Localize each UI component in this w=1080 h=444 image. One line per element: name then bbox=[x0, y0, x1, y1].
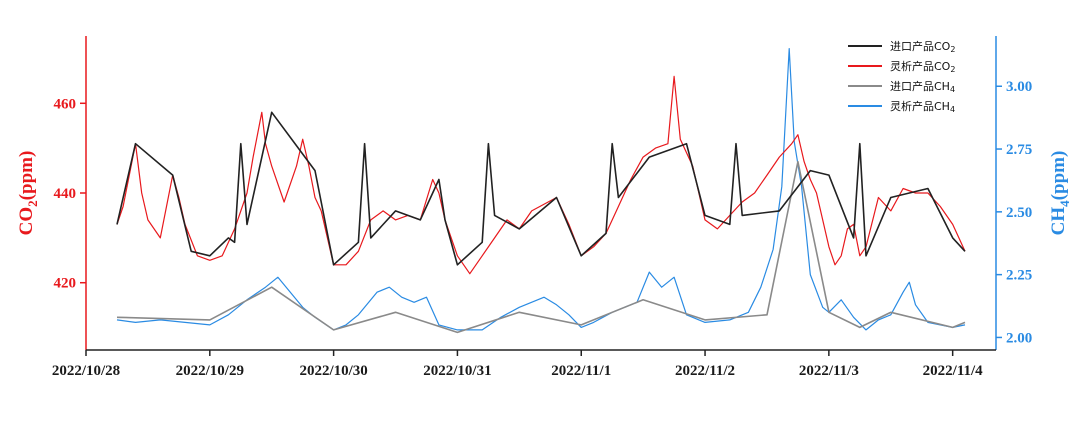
x-tick-label: 2022/11/1 bbox=[551, 363, 611, 379]
y-left-title-main: CO bbox=[16, 207, 37, 236]
x-tick-label: 2022/10/29 bbox=[176, 363, 244, 379]
legend-label-main: 灵析产品CH bbox=[890, 99, 950, 113]
y-right-tick-label: 3.00 bbox=[1006, 79, 1032, 95]
legend-label-sub: 4 bbox=[950, 105, 955, 114]
legend-label: 灵析产品CH4 bbox=[890, 99, 955, 114]
legend-label: 进口产品CO2 bbox=[890, 39, 955, 54]
series-line-2 bbox=[116, 75, 966, 275]
legend-label: 进口产品CH4 bbox=[890, 79, 955, 94]
series-layer bbox=[116, 47, 966, 334]
series-line-4 bbox=[116, 47, 966, 331]
y-right-title-main: CH bbox=[1048, 207, 1069, 236]
legend-label-sub: 2 bbox=[950, 45, 955, 54]
y-left-title-unit: (ppm) bbox=[16, 151, 37, 201]
x-tick-label: 2022/10/31 bbox=[423, 363, 491, 379]
legend-label-main: 进口产品CO bbox=[890, 39, 951, 53]
y-right-tick-label: 2.50 bbox=[1006, 205, 1032, 221]
legend-label-sub: 2 bbox=[950, 65, 955, 74]
axes-layer: 2022/10/28 2022/10/29 2022/10/30 2022/10/31… bbox=[16, 36, 1072, 379]
x-tick-label: 2022/11/4 bbox=[923, 363, 984, 379]
y-right-tick-label: 2.00 bbox=[1006, 330, 1032, 346]
y-left-tick-label: 440 bbox=[54, 186, 77, 202]
x-tick-label: 2022/11/3 bbox=[799, 363, 859, 379]
series-line-3 bbox=[116, 160, 966, 334]
y-left-axis-title: CO2(ppm) bbox=[16, 151, 40, 236]
y-right-tick-label: 2.75 bbox=[1006, 142, 1032, 158]
y-left-title-sub: 2 bbox=[25, 200, 40, 207]
series-line-1 bbox=[116, 111, 966, 266]
y-right-title-sub: 4 bbox=[1057, 200, 1072, 207]
y-left-tick-label: 420 bbox=[54, 276, 77, 292]
x-tick-label: 2022/11/2 bbox=[675, 363, 735, 379]
legend-label-main: 进口产品CH bbox=[890, 79, 950, 93]
legend-label-main: 灵析产品CO bbox=[890, 59, 951, 73]
x-tick-label: 2022/10/30 bbox=[299, 363, 367, 379]
x-tick-label: 2022/10/28 bbox=[52, 363, 120, 379]
y-left-tick-label: 460 bbox=[54, 96, 77, 112]
y-right-tick-label: 2.25 bbox=[1006, 268, 1032, 284]
legend-label-sub: 4 bbox=[950, 85, 955, 94]
y-right-axis-title: CH4(ppm) bbox=[1048, 151, 1072, 236]
legend-label: 灵析产品CO2 bbox=[890, 59, 955, 74]
y-right-title-unit: (ppm) bbox=[1048, 151, 1069, 201]
